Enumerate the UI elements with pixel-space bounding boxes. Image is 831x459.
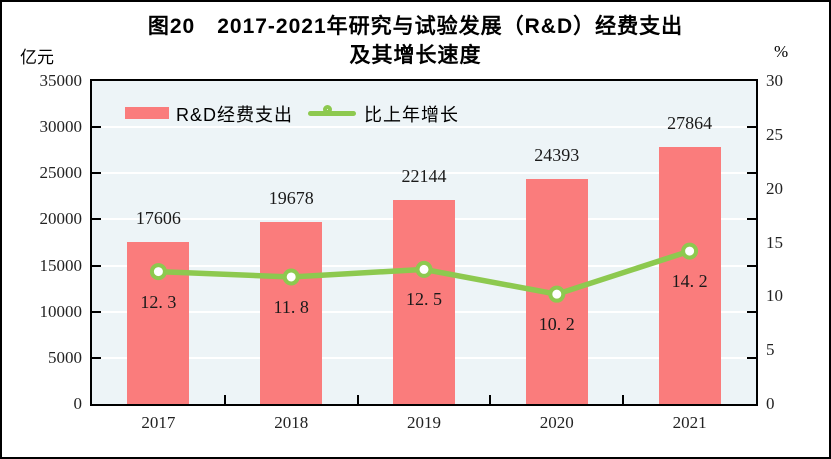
line-legend-sample xyxy=(308,111,356,116)
right-axis-tick xyxy=(747,264,756,267)
bar-value-label: 27864 xyxy=(667,112,713,133)
left-axis-tick-label: 10000 xyxy=(39,301,83,321)
left-axis-tick xyxy=(92,172,101,175)
bar-value-label: 22144 xyxy=(401,165,447,186)
x-axis-year-label: 2020 xyxy=(539,413,574,432)
left-axis-tick-label: 25000 xyxy=(39,163,83,183)
growth-rate-label: 12. 3 xyxy=(140,291,177,312)
line-legend-label: 比上年增长 xyxy=(364,105,459,125)
chart-title-line1: 图20 2017-2021年研究与试验发展（R&D）经费支出 xyxy=(147,15,684,38)
x-axis-tick xyxy=(356,395,359,404)
x-axis-year-label: 2017 xyxy=(141,413,176,432)
left-axis-tick xyxy=(92,218,101,221)
right-axis-tick xyxy=(747,172,756,175)
x-axis-year-label: 2018 xyxy=(274,413,309,432)
right-axis-tick-label: 30 xyxy=(766,71,783,90)
left-axis-tick-label: 0 xyxy=(73,394,83,413)
right-axis-tick xyxy=(747,310,756,313)
data-point-marker xyxy=(149,263,167,281)
bar-legend-label: R&D经费支出 xyxy=(176,105,294,125)
gridline xyxy=(92,126,756,129)
bar-value-label: 19678 xyxy=(268,188,314,209)
data-point-marker xyxy=(415,260,433,278)
growth-rate-label: 11. 8 xyxy=(273,296,309,317)
left-axis-tick-label: 15000 xyxy=(39,255,83,275)
left-axis-tick xyxy=(92,356,101,359)
growth-rate-label: 14. 2 xyxy=(671,271,708,292)
left-axis-tick-label: 5000 xyxy=(48,347,82,367)
right-axis-unit-label: % xyxy=(774,42,789,61)
left-axis-tick-label: 35000 xyxy=(39,71,83,90)
right-axis-tick-label: 0 xyxy=(766,394,775,413)
bar xyxy=(260,222,323,404)
gridline xyxy=(92,172,756,175)
bar-value-label: 17606 xyxy=(135,207,181,228)
bar xyxy=(393,199,455,404)
bar-value-label: 24393 xyxy=(534,144,580,165)
left-axis-tick xyxy=(92,310,101,313)
left-axis-tick xyxy=(92,264,101,267)
left-axis-tick xyxy=(92,126,101,129)
growth-rate-label: 10. 2 xyxy=(538,314,575,335)
x-axis-tick xyxy=(489,395,492,404)
x-axis-year-label: 2021 xyxy=(672,413,707,432)
x-axis-tick xyxy=(622,395,625,404)
right-axis-tick-label: 20 xyxy=(766,178,783,198)
data-point-marker xyxy=(681,242,699,260)
data-point-marker xyxy=(282,268,300,286)
growth-line-series xyxy=(149,242,699,303)
right-axis-tick xyxy=(747,126,756,129)
right-axis-tick-label: 25 xyxy=(766,124,783,144)
right-axis-tick xyxy=(747,356,756,359)
right-axis-tick xyxy=(747,218,756,221)
bar xyxy=(658,146,721,404)
bar-legend-swatch xyxy=(125,107,169,119)
left-axis-unit-label: 亿元 xyxy=(20,48,54,67)
growth-rate-label: 12. 5 xyxy=(406,289,442,310)
right-axis-tick-label: 10 xyxy=(766,286,783,306)
line-legend-marker-icon xyxy=(323,105,332,114)
right-axis-tick-label: 5 xyxy=(766,340,775,360)
left-axis-tick-label: 30000 xyxy=(39,117,83,137)
plot-inner: R&D经费支出 比上年增长 17606 12. 3 19678 11. 8 22144 1… xyxy=(92,81,756,404)
left-axis-tick-label: 20000 xyxy=(39,209,83,229)
chart-title-line2: 及其增长速度 xyxy=(349,44,482,67)
x-axis-year-label: 2019 xyxy=(407,413,441,432)
legend: R&D经费支出 比上年增长 xyxy=(92,81,756,131)
data-point-marker xyxy=(548,285,566,303)
plot-area: R&D经费支出 比上年增长 17606 12. 3 19678 11. 8 22144 1… xyxy=(90,79,758,406)
right-axis-tick-label: 15 xyxy=(766,232,783,252)
x-axis-tick xyxy=(223,395,226,404)
